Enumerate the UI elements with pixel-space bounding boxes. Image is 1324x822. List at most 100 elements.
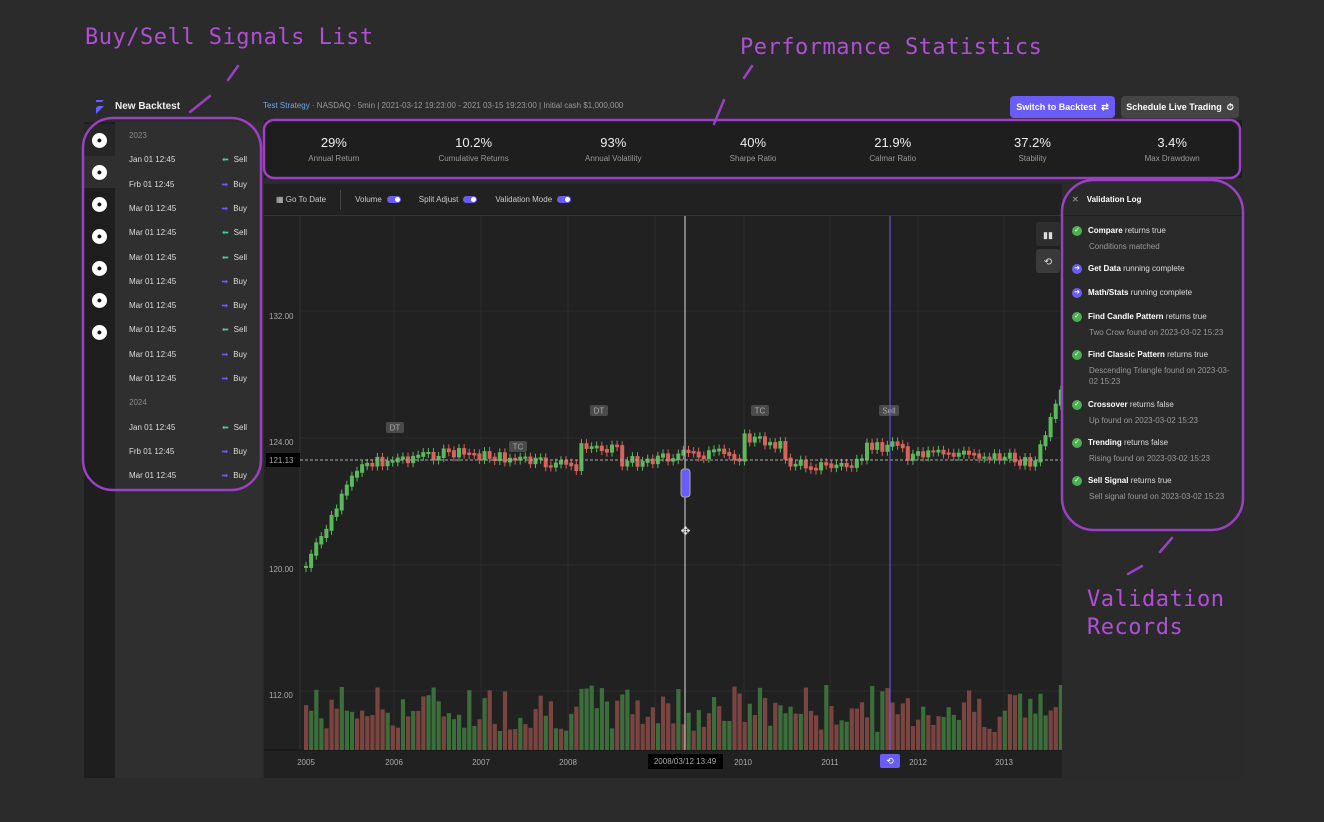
signal-row[interactable]: Mar 01 12:45 ➡ Buy xyxy=(129,374,247,383)
signal-type: Sell xyxy=(233,422,247,432)
signal-row[interactable]: Jan 01 12:45 ⬅ Sell xyxy=(129,423,247,432)
candle xyxy=(880,442,885,452)
signal-row[interactable]: Mar 01 12:45 ➡ Buy xyxy=(129,350,247,359)
arrow-circle-icon: ➜ xyxy=(1072,264,1082,274)
candle xyxy=(635,456,640,467)
year-tick: 2006 xyxy=(385,758,403,767)
volume-bar xyxy=(865,717,870,750)
volume-bar xyxy=(487,690,492,750)
signal-row[interactable]: Jan 01 12:45 ⬅ Sell xyxy=(129,155,247,164)
volume-bar xyxy=(457,714,462,750)
volume-bar xyxy=(666,703,671,750)
toggle-switch[interactable] xyxy=(463,196,478,204)
candle xyxy=(742,433,747,462)
toggle-switch[interactable] xyxy=(386,196,401,204)
candlestick-chart[interactable]: 132.00 124.00 120.00 112.00 121.13 DT TC DT TC Se… xyxy=(264,216,1062,778)
close-icon[interactable]: ✕ xyxy=(1072,195,1079,204)
volume-toggle[interactable]: Volume xyxy=(355,195,401,204)
candle xyxy=(630,456,635,463)
volume-bar xyxy=(798,713,803,750)
pattern-marker[interactable] xyxy=(386,422,404,433)
candle xyxy=(574,464,579,472)
volume-bar xyxy=(594,708,599,750)
year-tick: 2010 xyxy=(734,758,752,767)
check-circle-icon: ✓ xyxy=(1072,438,1082,448)
entry-name: Crossover xyxy=(1088,400,1128,410)
signal-time-badge[interactable] xyxy=(880,754,900,768)
signal-row[interactable]: Mar 01 12:45 ➡ Buy xyxy=(129,277,247,286)
asset-avatar[interactable]: ● xyxy=(84,252,115,284)
signal-row[interactable]: Frb 01 12:45 ➡ Buy xyxy=(129,447,247,456)
candle xyxy=(722,448,727,455)
asset-avatar[interactable]: ● xyxy=(84,156,115,188)
asset-avatar[interactable]: ● xyxy=(84,220,115,252)
candle xyxy=(349,475,354,487)
signal-row[interactable]: Mar 01 12:45 ➡ Buy xyxy=(129,471,247,480)
volume-bar xyxy=(589,685,594,750)
signal-type: Sell xyxy=(233,325,247,335)
asset-avatar[interactable]: ● xyxy=(84,316,115,348)
candle xyxy=(518,456,523,461)
drag-handle[interactable] xyxy=(680,468,691,498)
candle xyxy=(360,464,365,473)
arrow-right-icon: ➡ xyxy=(221,276,229,286)
sync-button[interactable] xyxy=(1036,249,1060,273)
signal-row[interactable]: Mar 01 12:45 ➡ Buy xyxy=(129,301,247,310)
candle-type-button[interactable] xyxy=(1036,222,1060,246)
validation-mode-toggle[interactable]: Validation Mode xyxy=(495,195,572,204)
annotation-dash xyxy=(188,64,240,114)
sync-icon: ⟲ xyxy=(1044,257,1053,268)
volume-bar xyxy=(803,687,808,750)
volume-bar xyxy=(691,730,696,750)
volume-bar xyxy=(441,716,446,750)
go-to-date-button[interactable]: ▦ Go To Date xyxy=(276,195,326,204)
pattern-marker[interactable] xyxy=(590,405,608,416)
volume-bar xyxy=(334,708,339,750)
volume-bar xyxy=(768,725,773,750)
volume-bar xyxy=(528,727,533,750)
candle xyxy=(890,441,895,447)
signal-date: Jan 01 12:45 xyxy=(129,422,176,432)
strategy-link[interactable]: Test Strategy xyxy=(263,101,310,110)
candle xyxy=(309,553,314,568)
schedule-live-trading-button[interactable]: Schedule Live Trading ⏱ xyxy=(1121,96,1239,118)
signal-row[interactable]: Mar 01 12:45 ➡ Buy xyxy=(129,204,247,213)
volume-bar xyxy=(931,724,936,750)
volume-bar xyxy=(977,698,982,750)
asset-avatar[interactable]: ● xyxy=(84,284,115,316)
current-price-label: 121.13 xyxy=(269,456,294,465)
candle xyxy=(334,508,339,517)
signal-row[interactable]: Mar 01 12:45 ⬅ Sell xyxy=(129,228,247,237)
asset-avatar[interactable]: ● xyxy=(84,124,115,156)
candle xyxy=(559,460,563,465)
volume-bar xyxy=(543,715,548,750)
volume-bar xyxy=(941,717,946,750)
signal-row[interactable]: Frb 01 12:45 ➡ Buy xyxy=(129,180,247,189)
candle xyxy=(329,514,334,531)
candle xyxy=(793,463,798,467)
pattern-marker[interactable] xyxy=(879,405,899,416)
signal-date: Mar 01 12:45 xyxy=(129,471,177,481)
volume-bar xyxy=(972,711,977,750)
pattern-marker[interactable] xyxy=(751,405,769,416)
volume-bar xyxy=(411,710,416,750)
sync-icon: ⟲ xyxy=(886,756,894,766)
signal-row[interactable]: Mar 01 12:45 ⬅ Sell xyxy=(129,253,247,262)
volume-bar xyxy=(610,728,615,750)
volume-bar xyxy=(1043,715,1048,750)
candle xyxy=(497,452,502,462)
signal-date: Mar 01 12:45 xyxy=(129,349,177,359)
entry-status: returns true xyxy=(1130,476,1172,486)
signal-row[interactable]: Mar 01 12:45 ⬅ Sell xyxy=(129,325,247,334)
toggle-switch[interactable] xyxy=(557,196,572,204)
crosshair-time-badge xyxy=(648,754,723,769)
switch-to-backtest-button[interactable]: Switch to Backtest ⇄ xyxy=(1010,96,1115,118)
asset-avatar[interactable]: ● xyxy=(84,188,115,220)
candle xyxy=(691,451,696,454)
split-adjust-toggle[interactable]: Split Adjust xyxy=(419,195,478,204)
performance-stats: 29% Annual Return 10.2% Cumulative Returns 9… xyxy=(264,120,1242,178)
volume-bar xyxy=(773,702,778,750)
pattern-marker[interactable] xyxy=(509,441,527,452)
candle xyxy=(339,493,344,511)
annotation-stats: Performance Statistics xyxy=(740,35,1043,60)
